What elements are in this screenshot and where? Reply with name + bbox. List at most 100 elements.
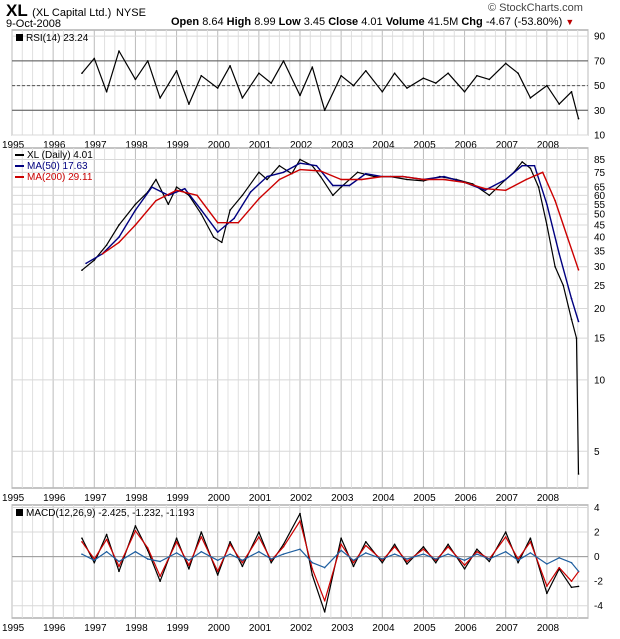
data-point <box>323 611 326 613</box>
data-point <box>517 561 519 564</box>
data-point <box>521 164 523 167</box>
x-tick-label: 2007 <box>496 493 519 504</box>
data-point <box>517 72 519 75</box>
x-tick-label: 2001 <box>249 623 272 634</box>
y-tick-label: 2 <box>594 528 600 539</box>
data-point <box>258 171 260 174</box>
data-point <box>476 74 478 77</box>
data-point <box>476 553 478 555</box>
y-tick-label: -2 <box>594 577 603 588</box>
data-point <box>319 170 322 172</box>
data-point <box>270 559 273 562</box>
data-point <box>529 552 532 554</box>
data-point <box>196 194 198 197</box>
data-point <box>282 543 285 546</box>
x-tick-label: 1997 <box>84 140 107 151</box>
x-tick-label: 1995 <box>2 493 25 504</box>
data-point <box>381 90 384 93</box>
data-point <box>241 565 244 568</box>
data-point <box>118 565 120 568</box>
chg-value: -4.67 (-53.80%) <box>485 16 563 28</box>
x-tick-label: 2006 <box>455 140 478 151</box>
x-tick-label: 2005 <box>413 623 436 634</box>
x-tick-label: 1996 <box>43 623 66 634</box>
data-point <box>105 550 108 553</box>
y-tick-label: 55 <box>594 200 606 211</box>
data-point <box>577 320 580 323</box>
data-point <box>434 561 437 564</box>
close-value: 4.01 <box>361 16 383 28</box>
data-point <box>151 186 153 188</box>
data-point <box>365 172 367 175</box>
data-point <box>402 175 404 178</box>
data-point <box>443 175 445 178</box>
data-point <box>221 241 223 244</box>
data-point <box>155 199 157 202</box>
x-tick-label: 1996 <box>43 140 66 151</box>
data-point <box>332 194 334 197</box>
data-point <box>570 90 573 93</box>
data-point <box>229 65 231 67</box>
data-point <box>216 570 219 573</box>
data-point <box>406 560 408 563</box>
data-point <box>216 87 219 89</box>
data-point <box>504 189 507 192</box>
data-point <box>105 538 108 541</box>
low-value: 3.45 <box>303 16 326 28</box>
data-point <box>323 109 326 112</box>
data-point <box>134 529 137 532</box>
data-point <box>577 269 580 271</box>
data-point <box>105 533 108 536</box>
series-line <box>81 520 579 602</box>
x-tick-label: 2000 <box>208 493 231 504</box>
data-point <box>488 194 491 197</box>
x-tick-label: 1995 <box>2 623 25 634</box>
data-point <box>434 559 437 562</box>
data-point <box>101 253 104 255</box>
data-point <box>81 541 83 543</box>
data-point <box>546 585 548 587</box>
data-point <box>188 559 190 562</box>
data-point <box>340 537 342 539</box>
data-point <box>118 224 120 226</box>
y-tick-label: 60 <box>594 191 606 202</box>
x-tick-label: 2007 <box>496 140 519 151</box>
data-point <box>529 97 532 99</box>
x-tick-label: 2002 <box>290 623 313 634</box>
stockcharts-logo[interactable]: © StockCharts.com <box>488 2 583 14</box>
data-point <box>270 561 273 564</box>
data-point <box>365 69 367 72</box>
data-point <box>229 543 231 546</box>
data-point <box>93 57 96 60</box>
x-tick-label: 2000 <box>208 140 231 151</box>
y-tick-label: 75 <box>594 168 606 179</box>
data-point <box>570 586 573 589</box>
series-line <box>81 50 580 119</box>
x-tick-label: 2005 <box>413 493 436 504</box>
data-point <box>118 241 120 244</box>
data-point <box>229 541 231 543</box>
data-point <box>422 178 425 181</box>
data-point <box>381 175 384 178</box>
x-tick-label: 1998 <box>125 140 148 151</box>
data-point <box>521 161 523 163</box>
price-legend-label: MA(50) 17.63 <box>27 161 88 172</box>
data-point <box>93 259 96 261</box>
data-point <box>570 561 573 564</box>
price-legend-label: MA(200) 29.11 <box>27 172 93 183</box>
x-tick-label: 2004 <box>372 140 395 151</box>
data-point <box>146 547 149 549</box>
data-point <box>311 66 314 68</box>
x-tick-label: 2000 <box>208 623 231 634</box>
data-point <box>504 178 507 181</box>
data-point <box>188 103 190 105</box>
data-point <box>134 224 137 226</box>
data-point <box>356 171 359 174</box>
data-point <box>249 191 252 193</box>
data-point <box>184 187 186 190</box>
data-point <box>529 541 532 543</box>
data-point <box>546 563 548 565</box>
data-point <box>484 189 486 192</box>
data-point <box>118 560 120 563</box>
data-point <box>558 253 560 255</box>
